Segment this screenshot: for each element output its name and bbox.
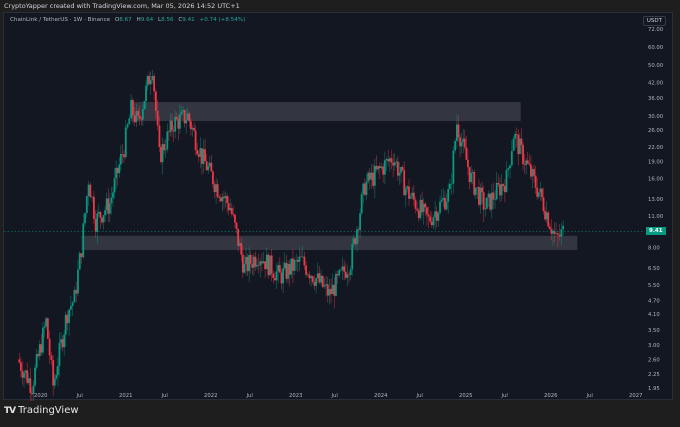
- symbol-title: ChainLink / TetherUS · 1W · Binance: [10, 17, 111, 23]
- symbol-legend: ChainLink / TetherUS · 1W · Binance O8.6…: [10, 17, 246, 23]
- y-axis-label: 13.00: [648, 197, 664, 203]
- y-axis-label: 30.00: [648, 114, 664, 120]
- x-axis-label: 2026: [544, 393, 558, 399]
- x-axis-label: 2024: [374, 393, 388, 399]
- x-axis-label: 2020: [34, 393, 48, 399]
- y-axis-label: 26.00: [648, 128, 664, 134]
- y-axis-label: 60.00: [648, 45, 664, 51]
- x-axis-label: 2022: [204, 393, 217, 399]
- x-axis-label: 2023: [289, 393, 302, 399]
- y-axis-label: 8.00: [648, 246, 660, 252]
- chart-caption: CryptoYapper created with TradingView.co…: [4, 2, 240, 10]
- x-axis-label: Jul: [76, 393, 83, 399]
- y-axis-label: 2.60: [648, 357, 660, 363]
- close-value: 9.41: [182, 17, 195, 23]
- y-axis-label: 72.00: [648, 27, 664, 33]
- currency-button[interactable]: USDT: [642, 16, 666, 26]
- x-axis-label: Jul: [586, 393, 593, 399]
- high-value: 9.64: [140, 17, 154, 23]
- y-axis-label: 3.00: [648, 343, 660, 349]
- y-axis-label: 11.00: [648, 214, 664, 220]
- x-axis-label: 2025: [459, 393, 472, 399]
- open-value: 8.67: [119, 17, 132, 23]
- x-axis-label: Jul: [246, 393, 253, 399]
- y-axis-label: 19.00: [648, 159, 664, 165]
- tradingview-footer: TV TradingView: [4, 405, 79, 416]
- y-axis-label: 36.00: [648, 96, 664, 102]
- y-axis-label: 1.95: [648, 386, 660, 392]
- tradingview-logo-icon: TV: [4, 405, 16, 416]
- y-axis-label: 3.50: [648, 328, 660, 334]
- x-axis-label: Jul: [501, 393, 508, 399]
- low-value: 8.56: [161, 17, 174, 23]
- x-axis-label: Jul: [416, 393, 423, 399]
- x-axis-label: Jul: [331, 393, 338, 399]
- chart-pane[interactable]: 72.00 60.00 50.00 42.00 36.00 30.00 26.00 22.00…: [3, 12, 674, 401]
- candlestick-chart[interactable]: 72.00 60.00 50.00 42.00 36.00 30.00 26.00 22.00…: [4, 13, 674, 401]
- x-axis-label: Jul: [161, 393, 168, 399]
- y-axis-label: 22.00: [648, 145, 664, 151]
- y-axis-label: 4.10: [648, 312, 660, 318]
- candles: [18, 69, 565, 401]
- x-axis-label: 2027: [629, 393, 642, 399]
- change-value: +0.74 (+8.54%): [199, 17, 246, 23]
- y-axis-label: 16.00: [648, 177, 664, 183]
- last-price-badge: 9.41: [646, 227, 666, 236]
- y-axis-label: 6.50: [648, 266, 660, 272]
- y-axis-label: 50.00: [648, 63, 664, 69]
- y-axis-label: 2.25: [648, 372, 660, 378]
- support-zone[interactable]: [81, 235, 578, 251]
- y-axis-label: 5.50: [648, 283, 660, 289]
- x-axis-label: 2021: [119, 393, 132, 399]
- resistance-zone[interactable]: [131, 102, 521, 122]
- y-axis-label: 4.70: [648, 298, 660, 304]
- y-axis-label: 42.00: [648, 80, 664, 86]
- brand-name: TradingView: [18, 405, 79, 416]
